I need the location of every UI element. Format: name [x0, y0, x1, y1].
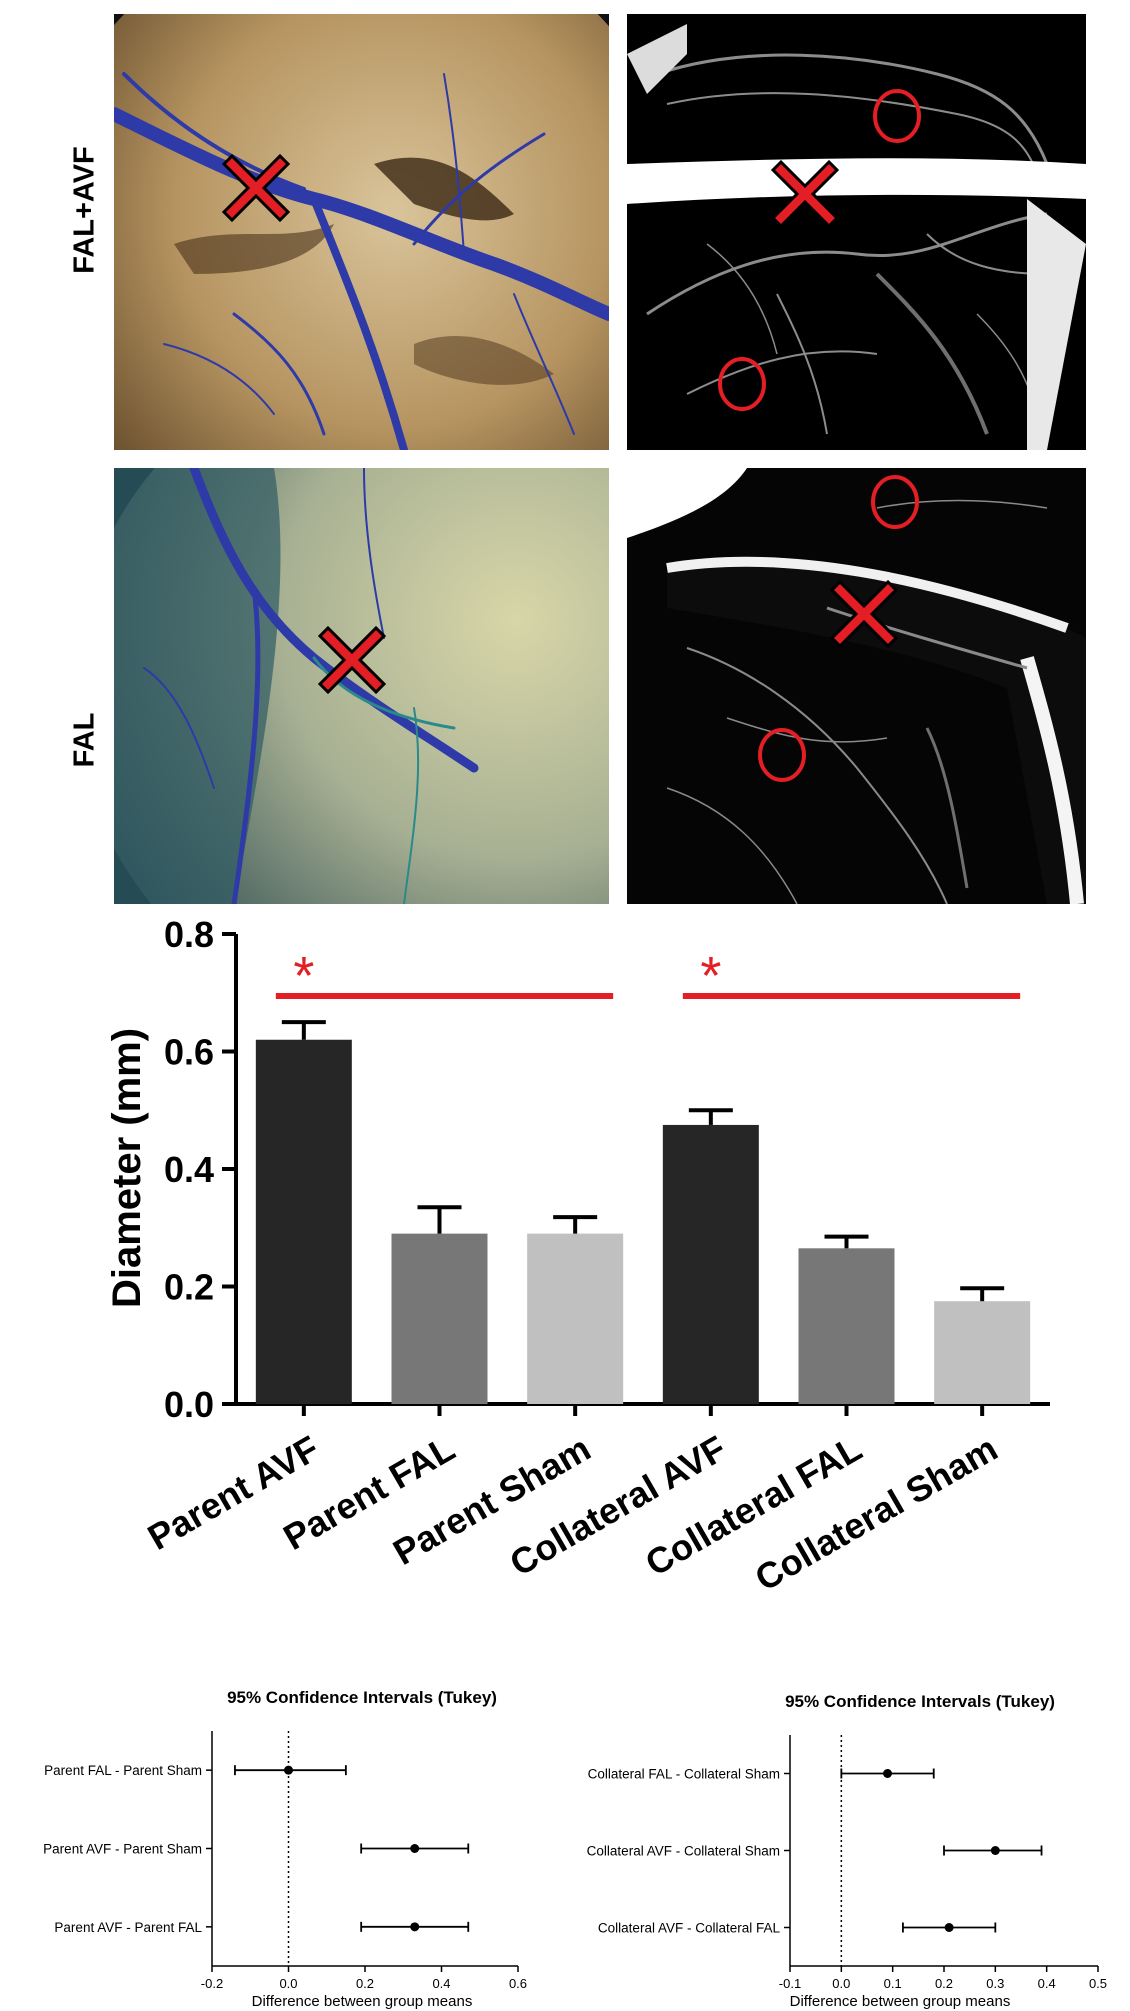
ci-mean-point: [410, 1844, 420, 1853]
significance-asterisk: *: [700, 946, 721, 1006]
ci-mean-point: [944, 1923, 954, 1932]
ci-x-tick-label: -0.1: [779, 1976, 801, 1991]
ci-x-tick-label: 0.4: [432, 1976, 450, 1991]
dissection-photo-fal: [114, 468, 609, 904]
ci-mean-point: [990, 1846, 1000, 1855]
bar-5: [798, 1248, 895, 1404]
bar-chart-y-tick-label: 0.2: [164, 1267, 214, 1308]
ci-x-tick-label: 0.2: [935, 1976, 953, 1991]
bar-4: [662, 1124, 759, 1404]
dissection-photo-fal-avf: [114, 14, 609, 450]
bar-6: [934, 1301, 1031, 1404]
bar-chart-ylabel: Diameter (mm): [105, 1028, 149, 1308]
ci-plot-collateral-title: 95% Confidence Intervals (Tukey): [785, 1692, 1055, 1711]
ci-x-tick-label: -0.2: [201, 1976, 223, 1991]
row-label-fal-avf: FAL+AVF: [68, 146, 101, 274]
bar-chart-y-tick-label: 0.0: [164, 1384, 214, 1425]
bar-1: [255, 1039, 352, 1404]
ci-plot-parent-xlabel: Difference between group means: [252, 1993, 473, 2010]
ci-plot-parent-title: 95% Confidence Intervals (Tukey): [227, 1688, 497, 1707]
angiography-fal-avf: [627, 14, 1086, 450]
ci-x-tick-label: 0.2: [356, 1976, 374, 1991]
ci-mean-point: [883, 1769, 893, 1778]
ci-mean-point: [410, 1922, 420, 1932]
ci-comparison-label: Collateral AVF - Collateral Sham: [587, 1844, 780, 1859]
ci-plot-parent: 95% Confidence Intervals (Tukey) Differe…: [43, 1688, 527, 2010]
angiography-fal: [627, 468, 1086, 904]
bar-chart-y-tick-label: 0.8: [164, 920, 214, 955]
ci-x-tick-label: 0.6: [509, 1976, 527, 1991]
ci-plot-collateral: 95% Confidence Intervals (Tukey) Differe…: [587, 1692, 1107, 2010]
bar-chart-x-tick-label: Collateral Sham: [748, 1427, 1004, 1599]
ci-x-tick-label: 0.3: [986, 1976, 1004, 1991]
bar-chart-y-tick-label: 0.6: [164, 1032, 214, 1073]
ci-x-tick-label: 0.4: [1038, 1976, 1056, 1991]
ci-mean-point: [284, 1765, 293, 1775]
ci-x-tick-label: 0.5: [1089, 1976, 1107, 1991]
bar-chart-y-tick-label: 0.4: [164, 1149, 214, 1190]
significance-asterisk: *: [293, 946, 314, 1006]
row-label-fal: FAL: [68, 712, 101, 768]
ci-comparison-label: Parent AVF - Parent Sham: [43, 1842, 202, 1857]
ci-x-tick-label: 0.0: [279, 1976, 297, 1991]
ci-plot-collateral-xlabel: Difference between group means: [790, 1993, 1011, 2010]
bar-2: [391, 1233, 488, 1404]
ci-x-tick-label: 0.1: [884, 1976, 902, 1991]
bar-3: [527, 1233, 624, 1404]
ci-comparison-label: Collateral FAL - Collateral Sham: [588, 1767, 780, 1782]
ci-comparison-label: Parent FAL - Parent Sham: [44, 1763, 202, 1778]
ci-comparison-label: Collateral AVF - Collateral FAL: [598, 1921, 781, 1936]
ci-x-tick-label: 0.0: [832, 1976, 850, 1991]
ci-comparison-label: Parent AVF - Parent FAL: [54, 1920, 202, 1935]
